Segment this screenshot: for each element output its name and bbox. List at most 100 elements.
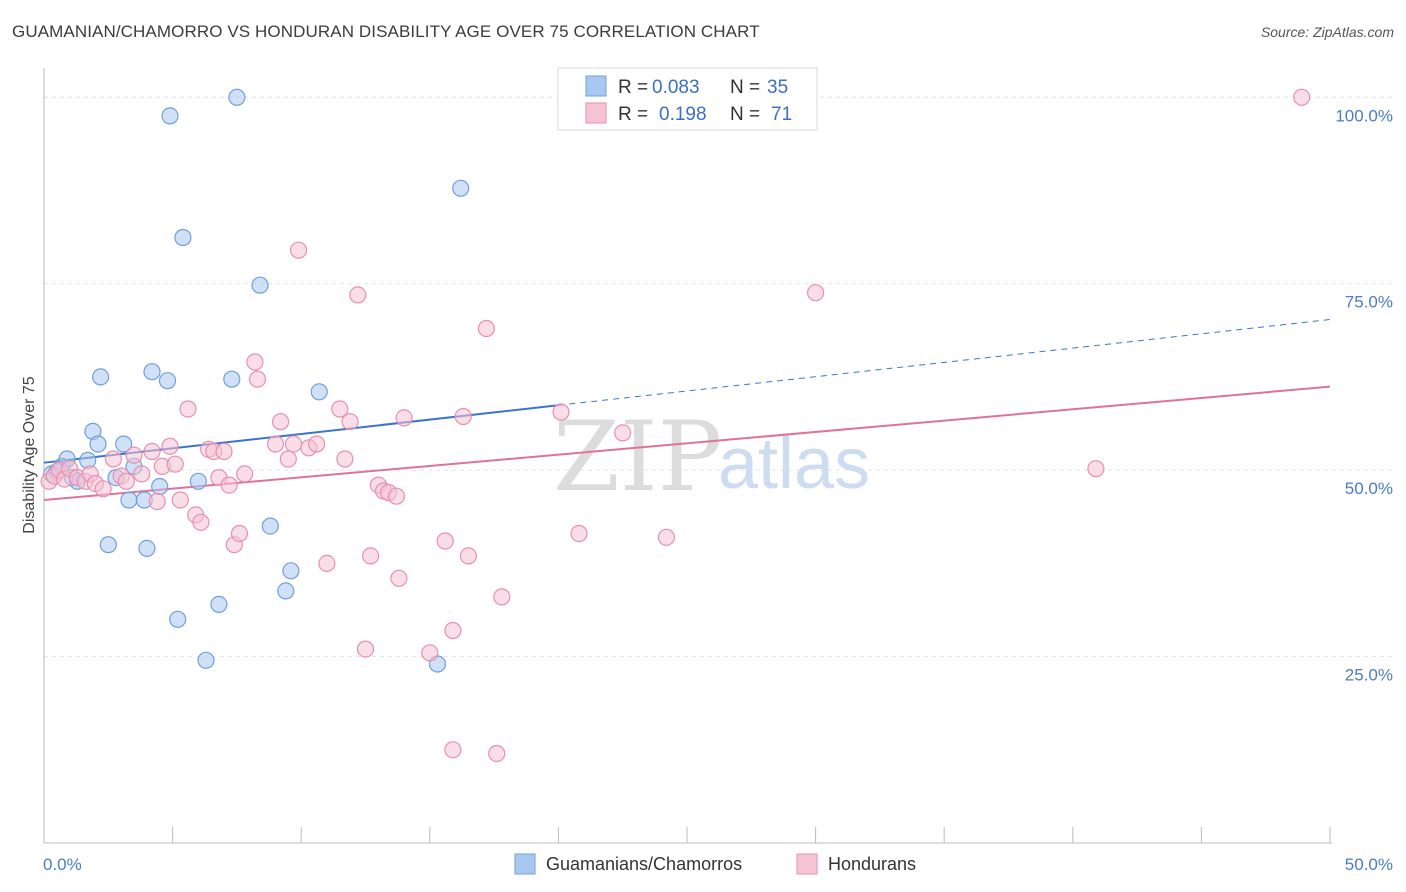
point-honduran [166, 455, 184, 473]
legend-swatch-blue [585, 75, 607, 97]
point-guamanian [282, 562, 300, 580]
point-guamanian [228, 88, 246, 106]
point-honduran [395, 409, 413, 427]
legend-swatch-pink [585, 102, 607, 124]
point-honduran [279, 450, 297, 468]
legend-r-value-1: 0.083 [652, 77, 700, 98]
point-honduran [171, 491, 189, 509]
point-honduran [266, 435, 285, 453]
stats-legend: R = 0.083 N = 35 R = 0.198 N = 71 [557, 67, 818, 131]
x-tick-label: 0.0% [43, 855, 82, 874]
point-honduran [362, 547, 380, 565]
axes [43, 68, 1332, 844]
point-guamanian [143, 363, 161, 381]
point-honduran [477, 319, 495, 338]
point-honduran [318, 554, 336, 573]
point-guamanian [197, 651, 215, 669]
legend-r-label-1: R = [618, 77, 648, 98]
legend-r-label-2: R = [618, 104, 648, 125]
point-honduran [133, 465, 151, 483]
legend-n-value-2: 71 [771, 104, 792, 125]
y-tick-labels: 25.0% 50.0% 75.0% 100.0% [1335, 106, 1393, 684]
y-tick-label: 100.0% [1335, 106, 1393, 125]
point-honduran [125, 446, 143, 464]
point-honduran [230, 524, 249, 543]
gridlines [44, 96, 1392, 658]
point-guamanian [151, 477, 169, 496]
point-honduran [248, 370, 267, 388]
point-honduran [488, 744, 506, 763]
point-honduran [444, 621, 462, 640]
y-axis-label: Disability Age Over 75 [21, 376, 38, 534]
point-guamanian [158, 372, 177, 390]
watermark-zip: ZIP [553, 401, 722, 513]
legend-r-value-2: 0.198 [659, 104, 707, 125]
y-tick-label: 25.0% [1345, 666, 1393, 685]
point-honduran [356, 640, 375, 658]
point-guamanian [91, 368, 110, 386]
point-honduran [552, 403, 570, 421]
point-honduran [284, 435, 303, 453]
legend-swatch-guamanians [514, 853, 536, 875]
point-guamanian [223, 370, 241, 388]
point-honduran [143, 442, 161, 461]
legend-label-guamanians: Guamanians/Chamorros [546, 854, 742, 874]
point-honduran [161, 437, 179, 455]
point-honduran [390, 569, 408, 587]
point-guamanian [89, 435, 107, 453]
point-guamanian [310, 383, 328, 401]
legend-label-hondurans: Hondurans [828, 854, 916, 874]
point-guamanian [277, 582, 295, 600]
point-guamanian [120, 491, 138, 509]
chart-title: GUAMANIAN/CHAMORRO VS HONDURAN DISABILIT… [12, 22, 760, 41]
point-honduran [387, 487, 405, 505]
point-guamanian [161, 107, 179, 125]
source-label: Source: ZipAtlas.com [1260, 24, 1394, 40]
point-honduran [117, 472, 135, 490]
point-honduran [459, 547, 477, 565]
data-points [40, 88, 1311, 763]
point-honduran [192, 513, 210, 531]
point-guamanian [115, 435, 133, 453]
point-guamanian [261, 517, 279, 535]
point-honduran [1087, 460, 1105, 478]
point-guamanian [174, 228, 192, 247]
point-honduran [1293, 88, 1311, 106]
trend-line-hondurans [43, 385, 1331, 501]
point-honduran [272, 413, 290, 431]
point-honduran [179, 400, 197, 418]
point-guamanian [99, 536, 117, 554]
point-honduran [308, 435, 326, 453]
point-honduran [570, 524, 588, 543]
x-tick-label: 50.0% [1345, 855, 1393, 874]
point-honduran [246, 353, 264, 371]
point-guamanian [210, 595, 228, 614]
point-guamanian [138, 539, 156, 558]
point-honduran [493, 588, 511, 606]
watermark-atlas: atlas [718, 424, 870, 504]
point-honduran [336, 450, 354, 468]
point-honduran [614, 424, 632, 442]
point-honduran [94, 480, 112, 498]
series-legend: Guamanians/Chamorros Hondurans [514, 853, 916, 875]
trend-line-guamanians-extension [558, 319, 1331, 406]
point-honduran [454, 407, 472, 426]
point-honduran [421, 644, 439, 662]
point-honduran [215, 442, 233, 461]
point-honduran [341, 413, 359, 431]
point-honduran [236, 465, 254, 483]
point-honduran [657, 528, 676, 546]
trend-line-guamanians [43, 404, 559, 464]
point-guamanian [169, 610, 187, 628]
point-honduran [436, 532, 454, 550]
watermark: ZIP atlas [553, 401, 870, 513]
point-honduran [806, 284, 825, 302]
legend-n-label-2: N = [730, 104, 760, 125]
point-honduran [104, 450, 123, 468]
point-honduran [444, 741, 462, 759]
point-honduran [349, 286, 367, 304]
point-honduran [148, 492, 166, 511]
point-guamanian [189, 472, 207, 490]
y-tick-label: 75.0% [1345, 293, 1393, 312]
